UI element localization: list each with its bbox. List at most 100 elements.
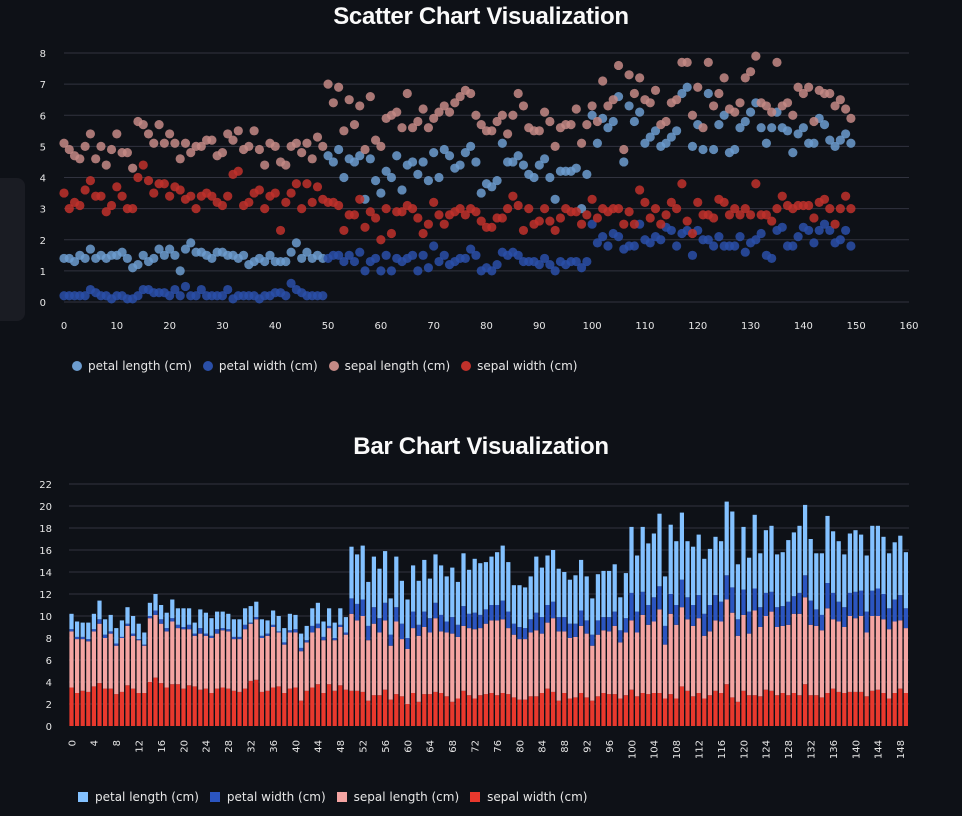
bar-segment-sepal-length: [478, 628, 483, 696]
data-point: [328, 98, 338, 108]
bar-legend-item[interactable]: sepal length (cm): [336, 790, 459, 804]
bar-segment-petal-length: [702, 558, 707, 614]
bar-segment-sepal-length: [819, 630, 824, 698]
bar-segment-petal-length: [265, 620, 270, 634]
bar-segment-sepal-length: [271, 627, 276, 688]
scatter-legend-item[interactable]: sepal width (cm): [461, 359, 577, 373]
data-point: [539, 107, 550, 117]
data-point: [244, 141, 254, 151]
data-point: [349, 157, 360, 167]
bar-segment-sepal-width: [674, 698, 679, 726]
bar-segment-sepal-length: [287, 632, 292, 689]
x-tick-label: 96: [605, 740, 616, 753]
data-point: [434, 256, 444, 267]
data-point: [740, 116, 750, 127]
bar-segment-petal-length: [735, 564, 740, 620]
bar-segment-sepal-length: [629, 620, 634, 690]
legend-swatch-sepal-length: [336, 792, 347, 802]
data-point: [846, 113, 856, 123]
bar-segment-sepal-length: [472, 629, 477, 699]
bar-segment-sepal-length: [814, 625, 819, 696]
bar-segment-sepal-length: [315, 628, 320, 685]
data-point: [624, 207, 634, 217]
data-point: [138, 250, 148, 260]
data-point: [381, 166, 391, 176]
data-point: [724, 210, 735, 220]
data-point: [360, 266, 370, 276]
bar-segment-petal-length: [366, 581, 371, 626]
bar-segment-sepal-width: [119, 691, 124, 726]
data-point: [106, 144, 117, 155]
bar-segment-petal-width: [517, 627, 522, 640]
bar-segment-sepal-length: [847, 616, 852, 692]
bar-stack: [847, 533, 852, 726]
scatter-legend-item[interactable]: sepal length (cm): [328, 359, 450, 373]
bar-segment-petal-length: [691, 546, 696, 605]
data-point: [534, 216, 544, 226]
data-point: [841, 104, 851, 114]
bar-segment-sepal-length: [657, 609, 662, 693]
bar-segment-sepal-width: [315, 684, 320, 726]
bar-segment-sepal-width: [103, 688, 108, 726]
scatter-legend-item[interactable]: petal length (cm): [72, 359, 192, 373]
bar-segment-petal-length: [763, 530, 768, 593]
data-point: [777, 191, 787, 201]
data-point: [392, 107, 402, 117]
data-point: [582, 256, 592, 267]
data-point: [138, 160, 148, 170]
bar-segment-petal-length: [399, 580, 404, 624]
data-point: [513, 250, 523, 260]
scatter-legend-item[interactable]: petal width (cm): [202, 359, 318, 373]
bar-segment-petal-width: [220, 628, 225, 631]
x-tick-label: 84: [538, 740, 549, 753]
bar-segment-sepal-length: [338, 627, 343, 686]
bar-legend-item[interactable]: petal width (cm): [209, 790, 326, 804]
x-tick-label: 50: [322, 321, 335, 332]
data-point: [656, 219, 666, 229]
bar-stack: [601, 570, 606, 726]
data-point: [381, 250, 391, 260]
bar-stack: [623, 573, 628, 726]
bar-segment-sepal-width: [472, 698, 477, 726]
data-point: [370, 135, 381, 145]
data-point: [302, 247, 312, 257]
x-tick-label: 40: [269, 321, 282, 332]
bar-segment-petal-width: [730, 587, 735, 613]
bar-segment-sepal-length: [91, 631, 96, 687]
bar-segment-sepal-length: [119, 638, 124, 692]
bar-segment-sepal-width: [579, 693, 584, 726]
bar-segment-sepal-length: [282, 644, 287, 693]
bar-segment-sepal-width: [775, 695, 780, 726]
bar-segment-petal-length: [478, 563, 483, 615]
bar-stack: [825, 515, 830, 726]
bar-stack: [394, 556, 399, 726]
legend-dot-sepal-length: [328, 361, 339, 371]
bar-segment-petal-length: [125, 607, 130, 624]
data-point: [75, 200, 85, 211]
x-tick-label: 132: [807, 740, 818, 759]
bar-stack: [752, 514, 757, 726]
bar-legend-item[interactable]: petal length (cm): [78, 790, 199, 804]
bar-segment-petal-width: [567, 623, 572, 638]
bar-segment-sepal-length: [248, 623, 253, 681]
bar-segment-sepal-width: [75, 693, 80, 726]
bar-segment-petal-width: [254, 617, 259, 620]
data-point: [402, 88, 412, 99]
data-point: [730, 204, 740, 214]
bar-chart-title: Bar Chart Visualization: [353, 433, 609, 460]
bar-segment-sepal-width: [898, 688, 903, 726]
data-point: [196, 284, 206, 295]
bar-segment-petal-length: [864, 555, 869, 612]
bar-stack: [388, 598, 393, 726]
y-tick-label: 8: [40, 49, 46, 60]
bar-stack: [276, 616, 281, 726]
data-point: [592, 213, 603, 223]
bar-legend-item[interactable]: sepal width (cm): [470, 790, 587, 804]
legend-label: sepal width (cm): [477, 359, 578, 373]
data-point: [730, 144, 740, 155]
x-tick-label: 128: [784, 740, 795, 759]
data-point: [767, 253, 777, 264]
data-point: [487, 266, 497, 276]
bar-segment-sepal-width: [713, 690, 718, 726]
bar-segment-sepal-width: [551, 691, 556, 726]
